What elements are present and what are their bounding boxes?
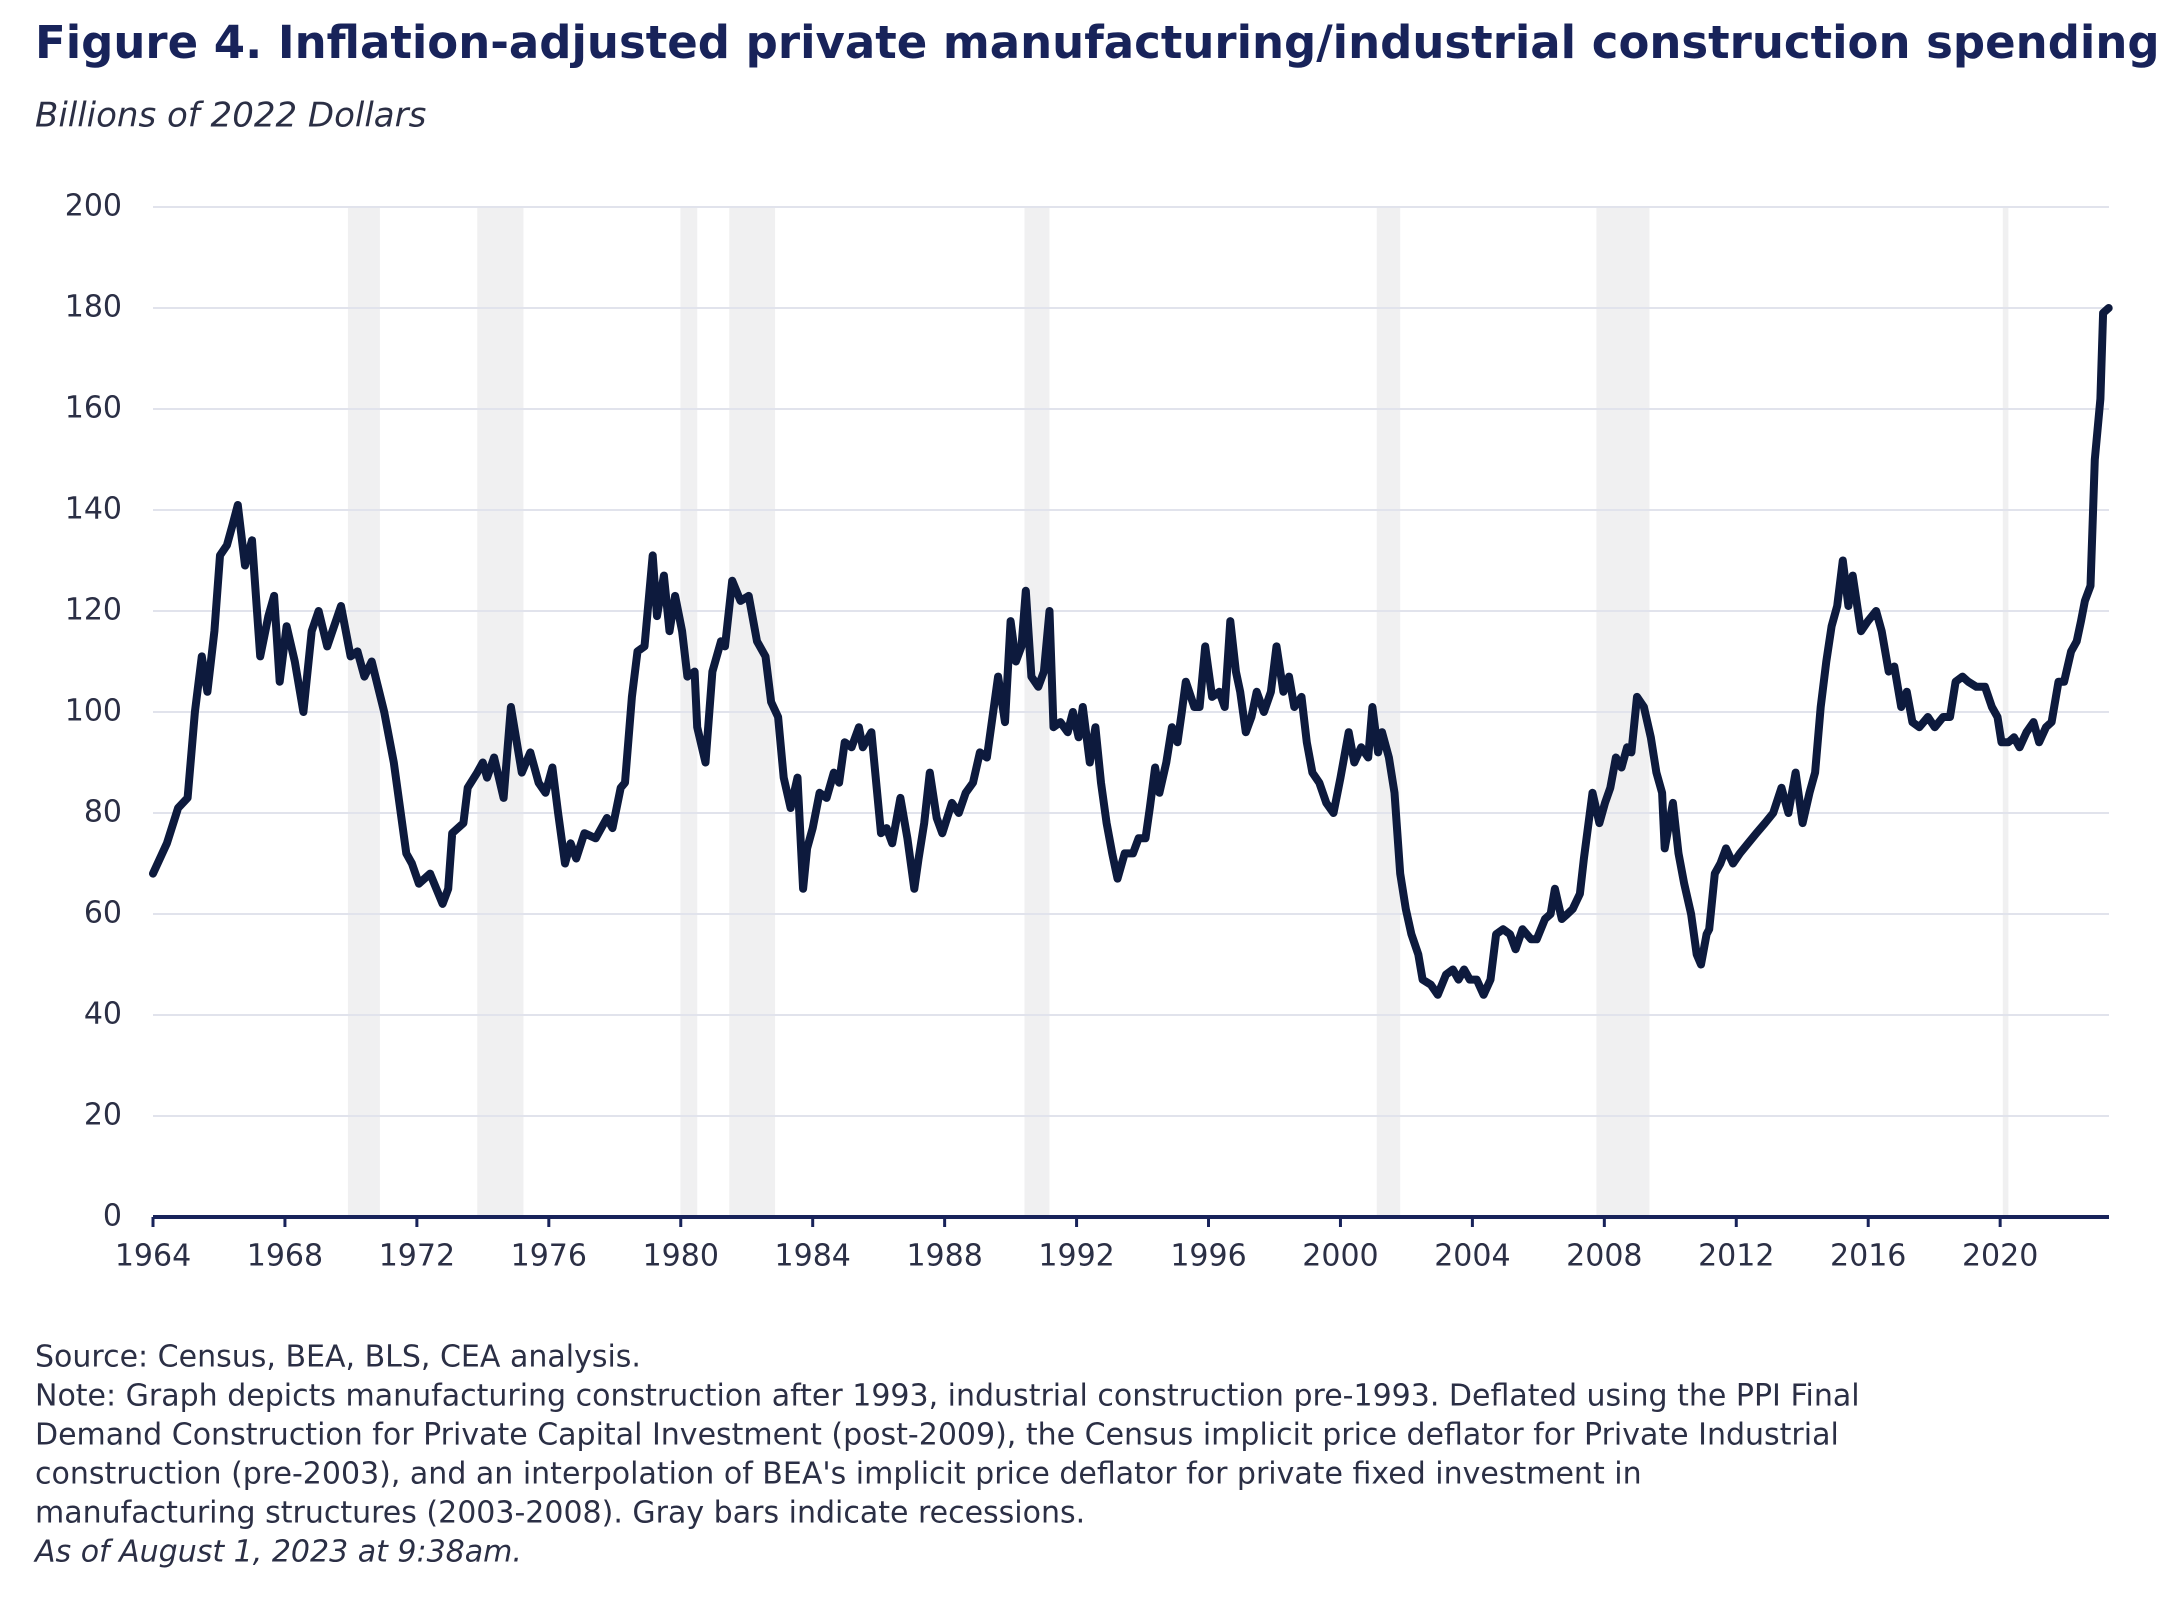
x-tick-label: 1976 [511, 1239, 587, 1274]
chart-title: Figure 4. Inflation-adjusted private man… [35, 16, 2160, 69]
x-tick-label: 1972 [379, 1239, 455, 1274]
x-tick-label: 2000 [1302, 1239, 1378, 1274]
series-line [149, 304, 2113, 999]
x-tick-label: 1988 [906, 1239, 982, 1274]
note-line: manufacturing structures (2003-2008). Gr… [35, 1496, 1085, 1531]
note-line: Note: Graph depicts manufacturing constr… [35, 1379, 1860, 1414]
y-tick-label: 180 [65, 290, 122, 325]
as-of: As of August 1, 2023 at 9:38am. [33, 1535, 522, 1570]
x-tick-label: 1984 [775, 1239, 851, 1274]
x-tick-label: 1992 [1038, 1239, 1114, 1274]
y-tick-label: 140 [65, 492, 122, 527]
y-tick-label: 80 [84, 795, 122, 830]
y-tick-label: 120 [65, 593, 122, 628]
y-tick-label: 0 [103, 1199, 122, 1234]
x-tick-label: 1964 [115, 1239, 191, 1274]
y-tick-label: 100 [65, 694, 122, 729]
y-tick-label: 60 [84, 896, 122, 931]
chart-subtitle: Billions of 2022 Dollars [35, 96, 426, 136]
x-tick-label: 2008 [1566, 1239, 1642, 1274]
x-tick-label: 1996 [1170, 1239, 1246, 1274]
y-tick-label: 160 [65, 391, 122, 426]
note-line: construction (pre-2003), and an interpol… [35, 1457, 1642, 1492]
y-tick-label: 200 [65, 189, 122, 224]
source: Source: Census, BEA, BLS, CEA analysis. [35, 1340, 641, 1375]
x-tick-label: 2020 [1962, 1239, 2038, 1274]
x-tick-label: 2004 [1434, 1239, 1510, 1274]
x-tick-label: 1980 [643, 1239, 719, 1274]
y-tick-label: 40 [84, 997, 122, 1032]
x-tick-label: 2012 [1698, 1239, 1774, 1274]
x-tick-label: 2016 [1830, 1239, 1906, 1274]
y-tick-label: 20 [84, 1098, 122, 1133]
note-line: Demand Construction for Private Capital … [35, 1418, 1839, 1453]
x-tick-label: 1968 [247, 1239, 323, 1274]
